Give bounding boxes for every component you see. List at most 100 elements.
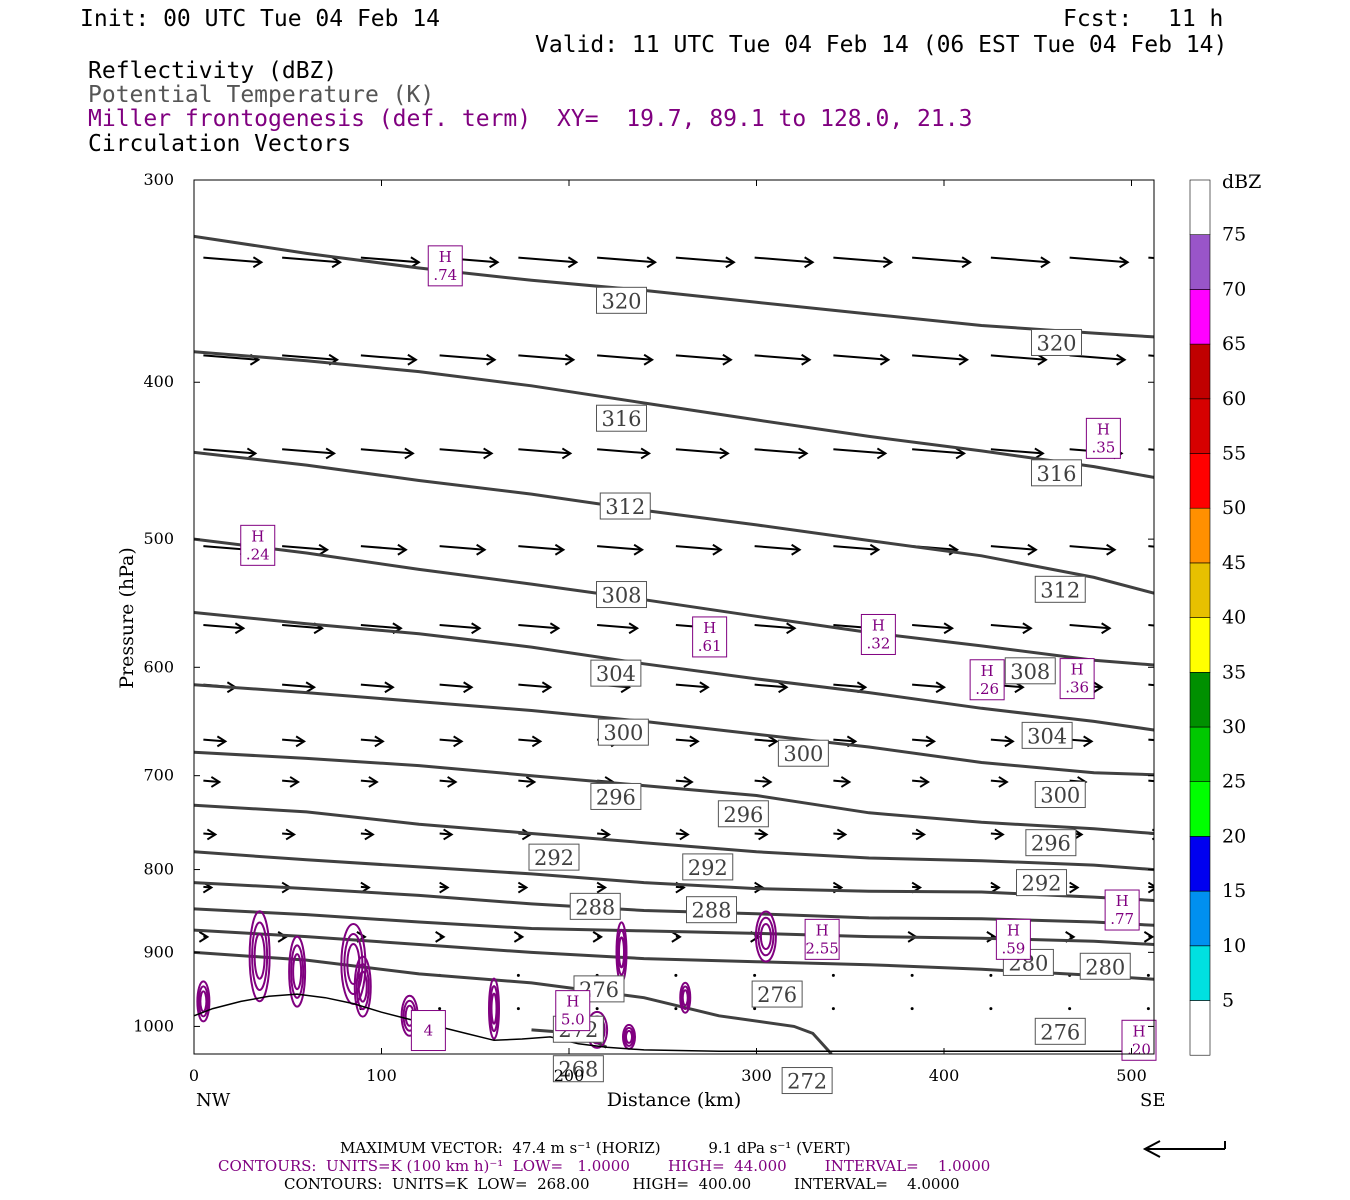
- theta-label-text: 308: [1010, 660, 1050, 684]
- circulation-vector: [1148, 545, 1154, 548]
- circulation-vector: [439, 828, 454, 841]
- frontogenesis-contour: [616, 928, 627, 976]
- vector-shaft: [675, 738, 698, 743]
- vector-shaft: [912, 624, 953, 630]
- frontogenesis-maximum: H2.55: [804, 918, 840, 960]
- theta-label-box: [552, 1055, 604, 1083]
- vector-head: [961, 256, 973, 269]
- theta-label-272: 272: [781, 1067, 833, 1095]
- vector-shaft: [282, 545, 328, 551]
- vector-shaft: [360, 354, 416, 361]
- circulation-vector: [596, 881, 608, 894]
- circulation-vector: [282, 681, 317, 694]
- colorbar-segment: [1189, 1000, 1211, 1056]
- theta-label-box: [1031, 328, 1082, 356]
- theta-contour-312: [194, 450, 1154, 595]
- vector-head: [994, 828, 1005, 841]
- vector-shaft: [675, 545, 721, 551]
- circulation-vector: [198, 931, 210, 943]
- circulation-vector: [282, 256, 343, 269]
- frontogenesis-maximum: H.74: [427, 245, 463, 287]
- theta-label-box: [599, 492, 651, 520]
- theta-label-box: [596, 404, 647, 432]
- maximum-box: [427, 245, 463, 287]
- circulation-vector: [518, 353, 576, 366]
- vector-shaft: [282, 354, 338, 361]
- frontogenesis-contour: [253, 932, 266, 980]
- circulation-vector: [518, 543, 566, 556]
- frontogenesis-contour: [618, 936, 625, 969]
- vector-head: [1022, 622, 1033, 635]
- circulation-vector: [990, 735, 1015, 748]
- vector-dot: [831, 1007, 835, 1011]
- theta-label-288: 288: [686, 896, 737, 924]
- theta-label-text: 300: [603, 721, 643, 745]
- circulation-vector: [1069, 622, 1112, 635]
- vector-head: [1106, 543, 1117, 556]
- circulation-vector: [912, 828, 927, 841]
- vector-shaft: [675, 256, 734, 264]
- theta-label-276: 276: [1034, 1017, 1086, 1045]
- circulation-vector: [675, 735, 700, 748]
- circulation-vector: [833, 543, 881, 556]
- circulation-vector: [912, 735, 937, 748]
- vector-head: [778, 681, 789, 694]
- vector-shaft: [439, 738, 462, 743]
- vector-head: [489, 256, 500, 269]
- theta-label-288: 288: [569, 892, 621, 920]
- vector-shaft: [282, 738, 305, 743]
- circulation-vector: [990, 622, 1033, 635]
- vector-shaft: [439, 779, 456, 783]
- circulation-vector: [435, 931, 446, 943]
- vector-head: [791, 543, 802, 556]
- vector-shaft: [360, 779, 377, 783]
- vector-shaft: [675, 354, 731, 361]
- vector-dot: [1068, 1007, 1072, 1011]
- frontogenesis-contour: [346, 942, 361, 985]
- vector-shaft: [518, 448, 571, 455]
- theta-label-312: 312: [599, 492, 651, 520]
- colorbar-label: 20: [1222, 825, 1246, 847]
- vector-head: [483, 447, 494, 460]
- colorbar-segment: [1189, 562, 1211, 618]
- field-circulation-vectors: Circulation Vectors: [88, 131, 352, 157]
- frontogenesis-contour: [248, 910, 271, 1003]
- maximum-box: [555, 990, 591, 1032]
- circulation-vector: [1148, 738, 1154, 742]
- vector-head: [517, 881, 529, 894]
- vector-dot: [989, 973, 993, 977]
- maximum-value: .26: [975, 680, 999, 698]
- maximum-value: .36: [1065, 679, 1089, 697]
- vector-shaft: [912, 448, 965, 455]
- vector-shaft: [597, 545, 643, 551]
- vector-shaft: [203, 256, 262, 264]
- vector-head: [758, 828, 769, 841]
- theta-label-276: 276: [751, 980, 803, 1008]
- vector-shaft: [912, 738, 935, 743]
- vector-head: [1180, 623, 1188, 633]
- theta-label-text: 312: [1040, 578, 1080, 602]
- maximum-value: 2.55: [805, 939, 838, 957]
- theta-label-box: [590, 659, 642, 687]
- vector-head: [955, 447, 967, 460]
- vector-shaft: [1069, 354, 1125, 361]
- theta-contour-300: [194, 683, 1154, 777]
- theta-label-296: 296: [1025, 829, 1077, 857]
- vector-dot: [516, 973, 520, 977]
- vector-head: [1083, 735, 1094, 748]
- maximum-value: 5.0: [561, 1011, 585, 1029]
- vector-shaft: [597, 354, 653, 361]
- theta-contour-320: [194, 234, 1154, 339]
- circulation-vector: [1069, 256, 1130, 269]
- reference-vector-arrow: [1142, 1140, 1226, 1158]
- maximum-box: [969, 659, 1005, 701]
- footer-max-vector: MAXIMUM VECTOR: 47.4 m s⁻¹ (HORIZ) 9.1 d…: [340, 1139, 851, 1157]
- vector-shaft: [675, 779, 692, 783]
- vector-head: [285, 828, 297, 841]
- maximum-box: [995, 918, 1031, 960]
- vector-head: [640, 447, 652, 460]
- vector-shaft: [597, 624, 638, 630]
- circulation-vector: [518, 447, 573, 460]
- x-end-right: SE: [1140, 1090, 1165, 1111]
